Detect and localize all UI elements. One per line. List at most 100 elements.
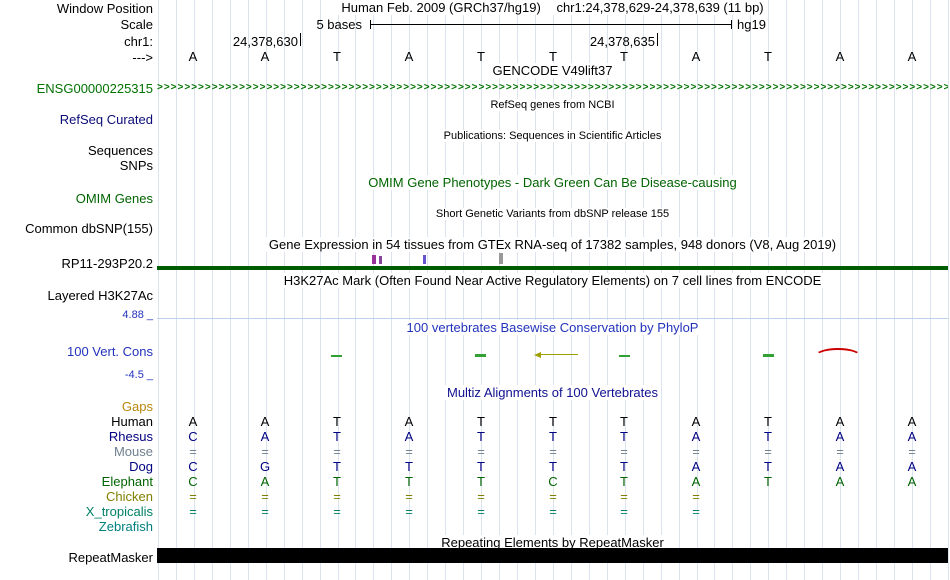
alignment-base: = bbox=[692, 444, 700, 459]
sequence-base: T bbox=[333, 49, 341, 64]
gencode-title[interactable]: GENCODE V49lift37 bbox=[489, 63, 616, 78]
grid-line bbox=[840, 0, 841, 580]
grid-line bbox=[427, 0, 428, 580]
grid-line bbox=[517, 0, 518, 580]
grid-line bbox=[876, 0, 877, 580]
scale-bar-line bbox=[371, 24, 731, 25]
species-label-gaps[interactable]: Gaps bbox=[121, 399, 153, 414]
alignment-base: A bbox=[260, 474, 270, 489]
sequence-base: A bbox=[188, 49, 198, 64]
phylop-positive-dash bbox=[475, 354, 486, 357]
alignment-base: A bbox=[260, 414, 270, 429]
phylop-red-arc bbox=[814, 348, 862, 366]
gtex-title[interactable]: Gene Expression in 54 tissues from GTEx … bbox=[265, 237, 840, 252]
grid-line bbox=[194, 0, 195, 580]
species-label-elephant[interactable]: Elephant bbox=[101, 474, 153, 489]
repeatmasker-bar[interactable] bbox=[157, 548, 948, 563]
alignment-base: T bbox=[405, 474, 413, 489]
phylop-negative-arrow bbox=[534, 351, 578, 359]
multiz-title[interactable]: Multiz Alignments of 100 Vertebrates bbox=[443, 385, 661, 400]
species-label-x-tropicalis[interactable]: X_tropicalis bbox=[85, 504, 153, 519]
phylop-max-label: 4.88 _ bbox=[122, 309, 153, 321]
grid-line bbox=[894, 0, 895, 580]
gene-arrow-line[interactable]: >>>>>>>>>>>>>>>>>>>>>>>>>>>>>>>>>>>>>>>>… bbox=[157, 83, 948, 93]
species-label-human[interactable]: Human bbox=[111, 414, 153, 429]
species-label-mouse[interactable]: Mouse bbox=[113, 444, 153, 459]
dbsnp-label[interactable]: Common dbSNP(155) bbox=[25, 221, 153, 236]
species-label-dog[interactable]: Dog bbox=[129, 459, 153, 474]
position-range: chr1:24,378,629-24,378,639 (11 bp) bbox=[553, 0, 767, 15]
alignment-base: = bbox=[477, 504, 485, 519]
alignment-base: = bbox=[477, 489, 485, 504]
gtex-gene-label[interactable]: RP11-293P20.2 bbox=[61, 256, 153, 271]
grid-line bbox=[822, 0, 823, 580]
alignment-base: = bbox=[189, 489, 197, 504]
grid-line bbox=[248, 0, 249, 580]
repeatmasker-title-row: Repeating Elements by RepeatMasker bbox=[157, 535, 948, 550]
scale-label: Scale bbox=[120, 17, 153, 32]
grid-line bbox=[230, 0, 231, 580]
dbsnp-title[interactable]: Short Genetic Variants from dbSNP releas… bbox=[432, 208, 673, 220]
grid-line bbox=[912, 0, 913, 580]
species-label-rhesus[interactable]: Rhesus bbox=[108, 429, 153, 444]
grid-line bbox=[786, 0, 787, 580]
h3k27ac-title[interactable]: H3K27Ac Mark (Often Found Near Active Re… bbox=[280, 273, 825, 288]
gtex-gene-bar[interactable] bbox=[157, 266, 948, 270]
alignment-base: T bbox=[764, 414, 772, 429]
grid-line bbox=[266, 0, 267, 580]
publications-snps-label[interactable]: SNPs bbox=[119, 158, 153, 173]
alignment-base: = bbox=[908, 444, 916, 459]
repeatmasker-label[interactable]: RepeatMasker bbox=[68, 550, 153, 565]
alignment-base: T bbox=[549, 429, 557, 444]
repeatmasker-title[interactable]: Repeating Elements by RepeatMasker bbox=[438, 535, 667, 550]
alignment-base: C bbox=[188, 459, 198, 474]
h3k27ac-label[interactable]: Layered H3K27Ac bbox=[47, 288, 153, 303]
omim-genes-label[interactable]: OMIM Genes bbox=[75, 191, 153, 206]
grid-line bbox=[284, 0, 285, 580]
alignment-base: = bbox=[405, 444, 413, 459]
publications-sequences-label[interactable]: Sequences bbox=[87, 143, 153, 158]
alignment-base: A bbox=[835, 474, 845, 489]
grid-line bbox=[804, 0, 805, 580]
grid-line bbox=[302, 0, 303, 580]
grid-line bbox=[445, 0, 446, 580]
coord-right-tick bbox=[657, 33, 658, 46]
grid-line bbox=[499, 0, 500, 580]
grid-line bbox=[338, 0, 339, 580]
multiz-title-row: Multiz Alignments of 100 Vertebrates bbox=[157, 385, 948, 400]
alignment-base: = bbox=[549, 489, 557, 504]
alignment-base: T bbox=[477, 414, 485, 429]
grid-line bbox=[571, 0, 572, 580]
grid-line bbox=[176, 0, 177, 580]
window-position-label: Window Position bbox=[56, 1, 153, 16]
species-label-chicken[interactable]: Chicken bbox=[106, 489, 153, 504]
phylop-track-label[interactable]: 100 Vert. Cons bbox=[67, 344, 153, 359]
alignment-base: C bbox=[188, 429, 198, 444]
phylop-positive-dash bbox=[619, 355, 630, 357]
alignment-base: T bbox=[333, 429, 341, 444]
phylop-title[interactable]: 100 vertebrates Basewise Conservation by… bbox=[403, 320, 702, 335]
refseq-curated-label[interactable]: RefSeq Curated bbox=[59, 112, 153, 127]
alignment-base: = bbox=[692, 504, 700, 519]
sequence-base: A bbox=[907, 49, 917, 64]
gencode-gene-label[interactable]: ENSG00000225315 bbox=[36, 81, 153, 96]
grid-line bbox=[948, 0, 949, 580]
alignment-base: A bbox=[691, 474, 701, 489]
dbsnp-title-row: Short Genetic Variants from dbSNP releas… bbox=[157, 207, 948, 221]
arrow-tail-line bbox=[540, 354, 578, 355]
grid-line bbox=[158, 0, 159, 580]
alignment-base: = bbox=[189, 444, 197, 459]
refseq-title[interactable]: RefSeq genes from NCBI bbox=[487, 99, 618, 111]
alignment-base: T bbox=[620, 474, 628, 489]
omim-title[interactable]: OMIM Gene Phenotypes - Dark Green Can Be… bbox=[365, 175, 740, 190]
alignment-base: = bbox=[261, 489, 269, 504]
sequence-base: A bbox=[260, 49, 270, 64]
alignment-base: A bbox=[260, 429, 270, 444]
sequence-base: T bbox=[764, 49, 772, 64]
alignment-base: G bbox=[259, 459, 271, 474]
alignment-base: = bbox=[261, 504, 269, 519]
species-label-zebrafish[interactable]: Zebrafish bbox=[98, 519, 153, 534]
publications-title[interactable]: Publications: Sequences in Scientific Ar… bbox=[440, 130, 665, 142]
phylop-title-row: 100 vertebrates Basewise Conservation by… bbox=[157, 320, 948, 335]
coord-right: 24,378,635 bbox=[589, 34, 655, 49]
